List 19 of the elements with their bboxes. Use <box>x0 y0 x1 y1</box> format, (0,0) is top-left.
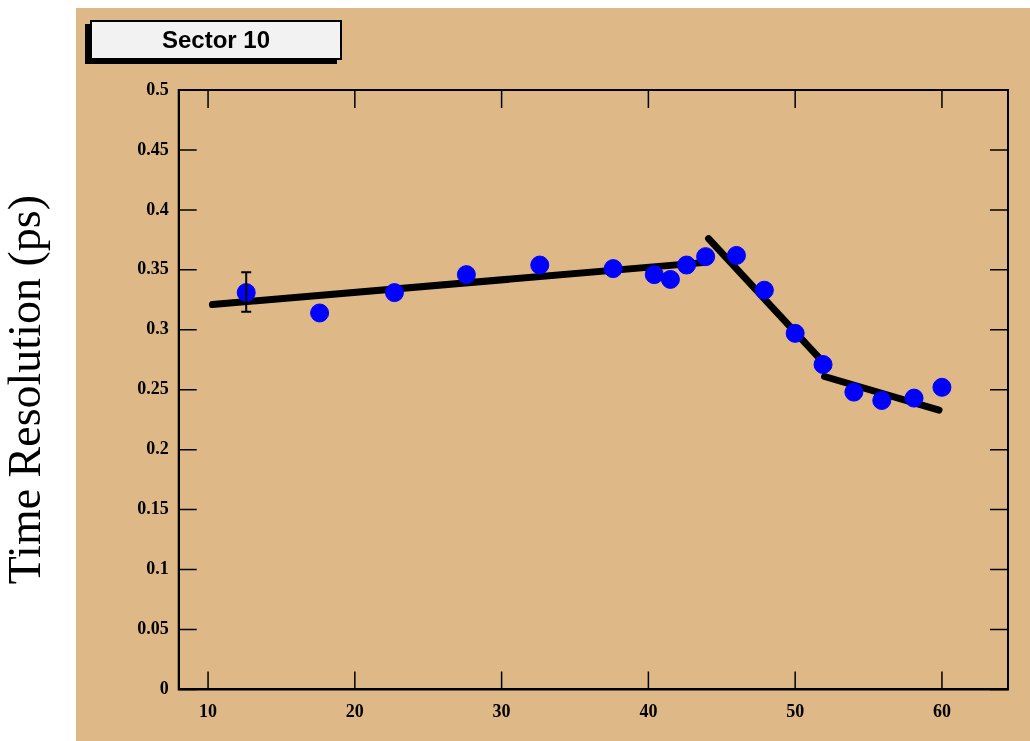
y-tick-label: 0.5 <box>146 78 169 99</box>
y-tick-label: 0 <box>159 678 169 699</box>
x-tick-label: 60 <box>932 700 951 721</box>
x-tick-label: 30 <box>492 700 511 721</box>
y-tick-label: 0.1 <box>146 558 169 579</box>
x-tick-label: 20 <box>345 700 364 721</box>
x-tick-label: 40 <box>639 700 658 721</box>
y-tick-label: 0.15 <box>137 498 169 519</box>
y-tick-label: 0.25 <box>137 378 169 399</box>
y-tick-label: 0.3 <box>146 318 169 339</box>
y-tick-label: 0.45 <box>137 138 169 159</box>
y-tick-label: 0.35 <box>137 258 169 279</box>
chart-title: Sector 10 <box>90 20 342 60</box>
y-tick-label: 0.05 <box>137 618 169 639</box>
x-tick-label: 50 <box>786 700 805 721</box>
y-tick-label: 0.2 <box>146 438 169 459</box>
y-tick-label: 0.4 <box>146 198 169 219</box>
y-axis-title: Time Resolution (ps) <box>0 195 50 585</box>
x-tick-label: 10 <box>199 700 218 721</box>
